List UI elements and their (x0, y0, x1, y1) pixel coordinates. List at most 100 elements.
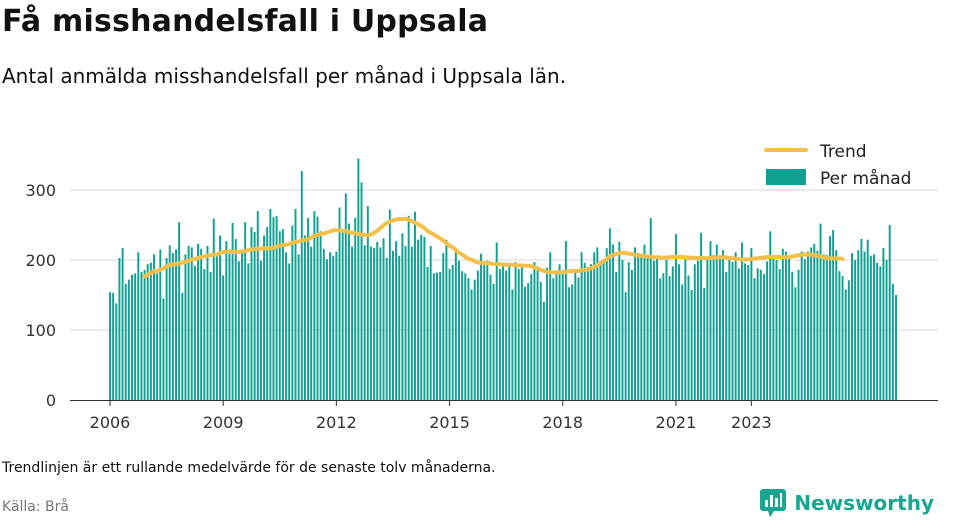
bar (775, 260, 778, 400)
bar (272, 217, 275, 400)
bar (382, 238, 385, 400)
bar (300, 171, 303, 400)
trend-line (142, 216, 845, 279)
bar (756, 268, 759, 400)
bar (546, 267, 548, 400)
bar (561, 271, 564, 400)
bar (369, 246, 372, 400)
bar (527, 283, 530, 400)
brand-name: Newsworthy (794, 491, 934, 515)
bar (498, 269, 501, 400)
bar (690, 290, 693, 400)
chart-subtitle: Antal anmälda misshandelsfall per månad … (2, 64, 567, 88)
legend-per-manad-swatch (766, 169, 806, 185)
bar (439, 271, 442, 400)
y-tick-label: 100 (25, 321, 56, 340)
bar (203, 269, 206, 400)
bar (835, 250, 838, 400)
bar (379, 247, 382, 400)
bar (366, 206, 369, 400)
x-tick-label: 2006 (90, 413, 131, 432)
bar (668, 276, 671, 400)
bar (681, 284, 684, 400)
bar (879, 266, 882, 400)
bar (354, 218, 357, 400)
bar (404, 246, 407, 400)
legend-trend-label: Trend (819, 142, 867, 162)
bar (458, 260, 460, 400)
bar (278, 231, 281, 400)
bar (146, 264, 149, 400)
bar (448, 269, 451, 400)
bar (250, 227, 253, 400)
bar (347, 223, 350, 400)
bar (319, 231, 322, 400)
bar (533, 262, 536, 400)
bar (728, 260, 731, 400)
bar (806, 251, 809, 400)
bar (734, 252, 737, 400)
bar (417, 239, 420, 400)
bar (244, 222, 247, 400)
bar (800, 251, 803, 400)
bar (819, 223, 822, 400)
bar (652, 260, 655, 400)
bar (357, 158, 360, 400)
bar (388, 209, 391, 400)
bar (684, 259, 687, 400)
bar (159, 249, 162, 400)
bar (737, 268, 740, 400)
bar (674, 234, 677, 400)
bar (586, 267, 589, 400)
bar (866, 239, 869, 400)
bar (171, 253, 174, 400)
bar (137, 252, 140, 400)
bar (461, 271, 464, 400)
bar (832, 229, 835, 400)
bar (822, 254, 825, 400)
bar (656, 257, 659, 400)
bar (266, 227, 269, 400)
bar (847, 280, 850, 400)
bar (747, 264, 750, 400)
bar (634, 247, 637, 400)
bar (131, 274, 133, 400)
bar (445, 239, 448, 400)
bar (778, 269, 781, 400)
bar (344, 193, 347, 400)
bar (718, 256, 721, 400)
bar (385, 257, 388, 400)
bar (885, 260, 888, 400)
bar (700, 232, 703, 400)
bar (241, 252, 244, 400)
bar (608, 228, 611, 400)
bar (612, 244, 615, 400)
bar (520, 264, 523, 400)
bar (703, 288, 706, 400)
bar (225, 241, 228, 400)
bar (391, 250, 394, 400)
bar (184, 254, 187, 400)
bar (373, 248, 376, 400)
bar (483, 264, 486, 400)
bar (791, 271, 794, 400)
x-tick-label: 2018 (542, 413, 583, 432)
bar (470, 289, 473, 400)
bar (706, 258, 709, 400)
bar (222, 275, 225, 400)
bar (715, 244, 718, 400)
bar (451, 264, 454, 400)
bar (709, 241, 712, 400)
bar (454, 251, 457, 400)
bar (593, 252, 596, 400)
bar (316, 216, 319, 400)
bar (564, 241, 567, 400)
bar (307, 218, 310, 400)
bar (571, 284, 574, 400)
bar (630, 269, 633, 400)
bar (162, 298, 165, 400)
bar (552, 278, 555, 400)
bar (178, 222, 181, 400)
bar (511, 289, 514, 400)
bar (190, 247, 193, 400)
